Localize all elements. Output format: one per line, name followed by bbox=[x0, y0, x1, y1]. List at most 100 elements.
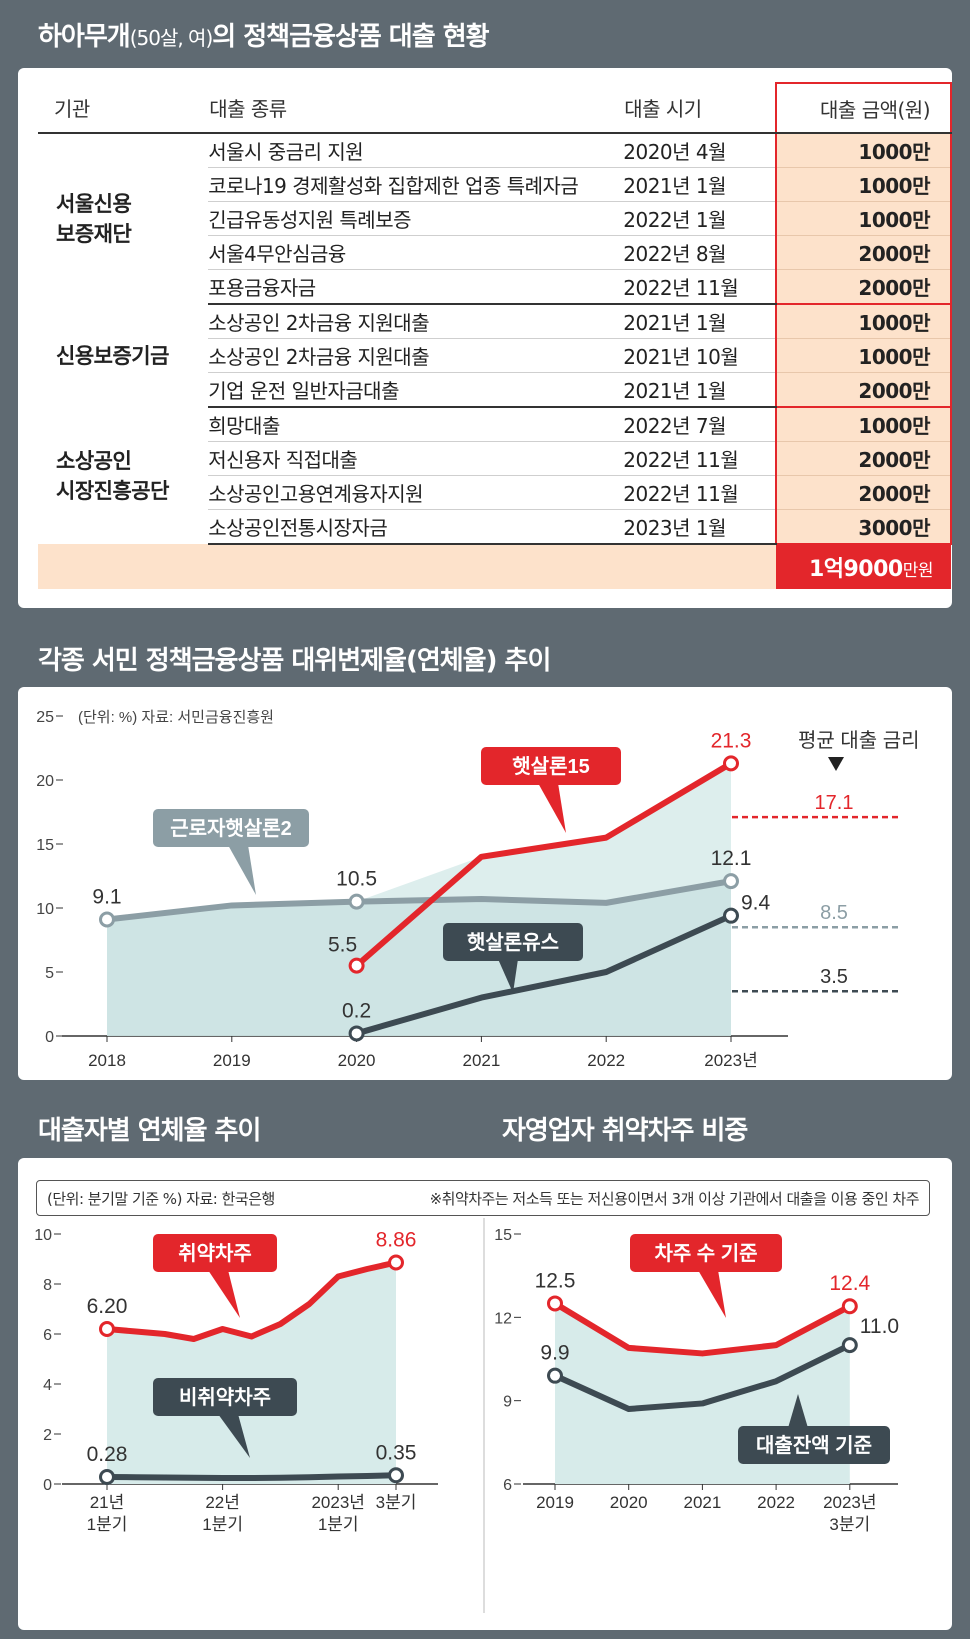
loan-amount-cell: 2000만 bbox=[775, 372, 952, 408]
loan-row: 소상공인전통시장자금 2023년 1월 3000만 bbox=[38, 509, 952, 545]
callout-worker-tail bbox=[228, 845, 256, 895]
loan-table: 기관 대출 종류 대출 시기 대출 금액(원) 서울신용 보증재단 서울시 중금리 … bbox=[38, 82, 952, 589]
loan-type-cell: 소상공인 2차금융 지원대출 bbox=[208, 304, 624, 339]
callout-youth: 햇살론유스 bbox=[443, 923, 583, 993]
x-tick-label: 2019 bbox=[213, 1051, 251, 1070]
loan-type-cell: 코로나19 경제활성화 집합제한 업종 특례자금 bbox=[208, 167, 624, 202]
data-label: 0.28 bbox=[87, 1443, 128, 1466]
avg-rate-value: 8.5 bbox=[820, 902, 848, 924]
loan-date-cell: 2022년 8월 bbox=[623, 235, 777, 270]
x-tick-label: 1분기 bbox=[202, 1515, 243, 1534]
institution-name-line: 서울신용 bbox=[56, 192, 132, 216]
loan-section-title: 하아무개(50살, 여)의 정책금융상품 대출 현황 bbox=[38, 16, 490, 53]
title-name: 하아무개 bbox=[38, 22, 131, 52]
loan-type-cell: 기업 운전 일반자금대출 bbox=[208, 372, 624, 408]
loan-row: 포용금융자금 2022년 11월 2000만 bbox=[38, 269, 952, 305]
y-tick-label: 6 bbox=[503, 1477, 512, 1494]
x-tick-label: 2019 bbox=[536, 1493, 574, 1512]
chart2-title: 대출자별 연체율 추이 bbox=[38, 1116, 261, 1146]
y-tick-label: 20 bbox=[36, 773, 54, 790]
callout-loan-balance: 대출잔액 기준 bbox=[738, 1394, 890, 1464]
loan-amount-cell: 2000만 bbox=[775, 441, 952, 476]
data-label: 12.1 bbox=[711, 847, 752, 870]
y-tick-label: 25 bbox=[36, 709, 54, 726]
callout-borrower-count-box bbox=[630, 1234, 782, 1272]
loan-type-cell: 소상공인 2차금융 지원대출 bbox=[208, 338, 624, 373]
loan-type-cell: 포용금융자금 bbox=[208, 269, 624, 305]
loan-type-cell: 서울시 중금리 지원 bbox=[208, 133, 624, 168]
callout-borrower-count-tail bbox=[698, 1270, 726, 1318]
data-label: 11.0 bbox=[860, 1315, 899, 1338]
data-point bbox=[99, 1469, 115, 1485]
data-point bbox=[348, 1025, 365, 1042]
institution-cell: 신용보증기금 bbox=[38, 304, 208, 407]
y-tick-label: 15 bbox=[494, 1227, 512, 1244]
y-tick-label: 12 bbox=[494, 1310, 512, 1327]
loan-type-cell: 서울4무안심금융 bbox=[208, 235, 624, 270]
callout-worker-label: 근로자햇살론2 bbox=[170, 817, 292, 840]
chart2-area-fill bbox=[107, 1262, 396, 1484]
data-label: 8.86 bbox=[376, 1229, 417, 1252]
series-line-1 bbox=[553, 1342, 852, 1412]
loan-date-cell: 2021년 1월 bbox=[623, 167, 777, 202]
chart1-panel: 0 5 10 15 20 25 (단위: %) 자료: 서민금융진흥원 2018 2019 202… bbox=[18, 687, 952, 1080]
series-line-0 bbox=[106, 1259, 397, 1342]
loan-date-cell: 2021년 1월 bbox=[623, 304, 777, 339]
loan-row: 서울신용 보증재단 서울시 중금리 지원 2020년 4월 1000만 bbox=[38, 133, 952, 246]
y-tick-label: 10 bbox=[34, 1227, 52, 1244]
institution-name-line: 소상공인 bbox=[56, 448, 132, 473]
avg-rate-value: 17.1 bbox=[815, 792, 854, 814]
chart2: 0 2 4 6 8 10 21년 1분기 22년 1분기 2023년 1분기 3분기 6.20 8.86 0.… bbox=[34, 1227, 438, 1534]
chart1-source-note: (단위: %) 자료: 서민금융진흥원 bbox=[78, 708, 274, 726]
total-spacer bbox=[623, 544, 777, 589]
y-tick-label: 9 bbox=[503, 1394, 512, 1411]
total-number: 1억9000 bbox=[808, 557, 903, 582]
loan-amount-cell: 1000만 bbox=[775, 133, 952, 168]
institution-name-line: 시장진흥공단 bbox=[56, 478, 169, 503]
x-tick-label: 3분기 bbox=[376, 1493, 417, 1512]
loan-row: 긴급유동성지원 특례보증 2022년 1월 1000만 bbox=[38, 201, 952, 236]
loan-date-cell: 2021년 10월 bbox=[623, 338, 777, 373]
total-row: 1억9000만원 bbox=[38, 544, 951, 589]
loan-date-cell: 2022년 7월 bbox=[623, 407, 777, 442]
chart3-note: ※취약차주는 저소득 또는 저신용이면서 3개 이상 기관에서 대출을 이용 중… bbox=[429, 1190, 920, 1208]
loan-amount-cell: 1000만 bbox=[775, 201, 952, 236]
header-date: 대출 시기 bbox=[623, 83, 777, 134]
avg-rate-label: 평균 대출 금리 bbox=[798, 729, 920, 752]
loan-date-cell: 2022년 11월 bbox=[623, 441, 777, 476]
loan-amount-cell: 2000만 bbox=[775, 269, 952, 305]
loan-row: 소상공인고용연계융자지원 2022년 11월 2000만 bbox=[38, 475, 952, 510]
loan-row: 서울4무안심금융 2022년 8월 2000만 bbox=[38, 235, 952, 270]
series-line-2 bbox=[355, 912, 733, 1037]
callout-borrower-count: 차주 수 기준 bbox=[630, 1234, 782, 1318]
callout-borrower-count-label: 차주 수 기준 bbox=[654, 1242, 757, 1265]
chart1-svg: 0 5 10 15 20 25 (단위: %) 자료: 서민금융진흥원 2018 2019 202… bbox=[36, 708, 920, 1070]
callout-worker: 근로자햇살론2 bbox=[153, 809, 309, 895]
y-tick-label: 15 bbox=[36, 837, 54, 854]
data-label: 9.4 bbox=[741, 892, 771, 915]
callout-worker-box bbox=[153, 809, 309, 847]
chart23-svg: 0 2 4 6 8 10 21년 1분기 22년 1분기 2023년 1분기 3분기 6.20 8.86 0.… bbox=[34, 1218, 899, 1613]
x-tick-label: 1분기 bbox=[87, 1515, 128, 1534]
callout-youth-label: 햇살론유스 bbox=[467, 931, 559, 954]
y-tick-label: 0 bbox=[43, 1477, 52, 1494]
x-tick-label: 2020 bbox=[338, 1051, 376, 1070]
total-spacer bbox=[208, 544, 624, 589]
loan-row: 저신용자 직접대출 2022년 11월 2000만 bbox=[38, 441, 952, 476]
source-note: (단위: 분기말 기준 %) 자료: 한국은행 ※취약차주는 저소득 또는 저신… bbox=[36, 1180, 930, 1216]
callout-loan-balance-tail bbox=[788, 1394, 808, 1428]
loan-table-panel: 기관 대출 종류 대출 시기 대출 금액(원) 서울신용 보증재단 서울시 중금리 … bbox=[18, 68, 952, 608]
loan-type-cell: 소상공인고용연계융자지원 bbox=[208, 475, 624, 510]
loan-amount-cell: 1000만 bbox=[775, 338, 952, 373]
x-tick-label: 2023년 bbox=[823, 1493, 876, 1512]
y-tick-label: 5 bbox=[45, 965, 54, 982]
loan-amount-cell: 2000만 bbox=[775, 475, 952, 510]
loan-row: 기업 운전 일반자금대출 2021년 1월 2000만 bbox=[38, 372, 952, 408]
callout-vulnerable-tail bbox=[208, 1270, 240, 1318]
data-point bbox=[547, 1295, 563, 1312]
loan-type-cell: 긴급유동성지원 특례보증 bbox=[208, 201, 624, 236]
data-point bbox=[348, 957, 365, 974]
y-tick-label: 0 bbox=[45, 1029, 54, 1046]
x-tick-label: 21년 bbox=[90, 1493, 125, 1512]
